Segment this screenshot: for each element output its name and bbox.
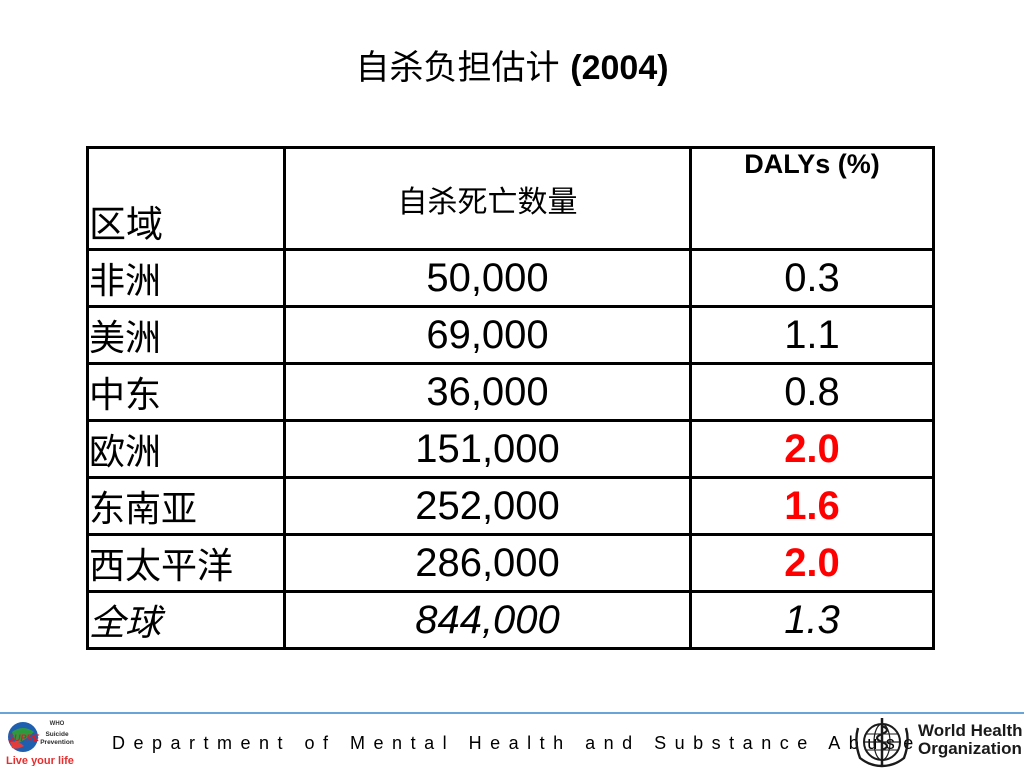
region-cell: 中东 [86, 362, 286, 422]
svg-text:Prevention: Prevention [40, 739, 74, 746]
slide-title: 自杀负担估计 (2004) [0, 46, 1024, 90]
dalys-cell: 0.8 [689, 362, 935, 422]
deaths-cell: 286,000 [283, 533, 692, 593]
slide-title-text: 自杀负担估计 [355, 48, 560, 88]
dalys-cell: 1.6 [689, 476, 935, 536]
svg-text:WHO: WHO [50, 721, 65, 727]
region-cell: 西太平洋 [86, 533, 286, 593]
table-row: 东南亚 252,000 1.6 [86, 476, 935, 536]
footer-department: Department of Mental Health and Substanc… [112, 733, 922, 753]
region-cell: 欧洲 [86, 419, 286, 479]
who-emblem-icon [855, 718, 909, 768]
deaths-cell: 50,000 [283, 248, 692, 308]
who-logo-text: World Health Organization [918, 722, 1023, 758]
table-header-row: 区域 自杀死亡数量 DALYs (%) [86, 146, 935, 251]
table-row: 欧洲 151,000 2.0 [86, 419, 935, 479]
region-cell: 东南亚 [86, 476, 286, 536]
total-region-cell: 全球 [86, 590, 286, 650]
region-cell: 非洲 [86, 248, 286, 308]
total-dalys-cell: 1.3 [689, 590, 935, 650]
svg-text:SUPRE: SUPRE [8, 733, 40, 743]
dalys-cell: 2.0 [689, 533, 935, 593]
who-logo [855, 718, 909, 768]
region-cell: 美洲 [86, 305, 286, 365]
deaths-cell: 252,000 [283, 476, 692, 536]
header-dalys: DALYs (%) [689, 146, 935, 251]
table-total-row: 全球 844,000 1.3 [86, 590, 935, 650]
footer-divider [0, 712, 1024, 714]
deaths-cell: 69,000 [283, 305, 692, 365]
deaths-cell: 151,000 [283, 419, 692, 479]
dalys-cell: 2.0 [689, 419, 935, 479]
slide-title-year: (2004) [570, 49, 669, 87]
deaths-cell: 36,000 [283, 362, 692, 422]
svg-text:Live your life: Live your life [6, 755, 74, 766]
table-row: 西太平洋 286,000 2.0 [86, 533, 935, 593]
suicide-burden-table: 区域 自杀死亡数量 DALYs (%) 非洲 50,000 0.3 美洲 69,… [86, 146, 935, 650]
svg-text:Suicide: Suicide [45, 731, 69, 738]
supre-logo: SUPRE WHO Suicide Prevention Live your l… [4, 716, 80, 766]
dalys-cell: 1.1 [689, 305, 935, 365]
table-row: 中东 36,000 0.8 [86, 362, 935, 422]
header-deaths: 自杀死亡数量 [283, 146, 692, 251]
total-deaths-cell: 844,000 [283, 590, 692, 650]
dalys-cell: 0.3 [689, 248, 935, 308]
who-logo-line1: World Health [918, 721, 1023, 740]
table-row: 非洲 50,000 0.3 [86, 248, 935, 308]
header-region: 区域 [86, 146, 286, 251]
who-logo-line2: Organization [918, 739, 1022, 758]
table-row: 美洲 69,000 1.1 [86, 305, 935, 365]
